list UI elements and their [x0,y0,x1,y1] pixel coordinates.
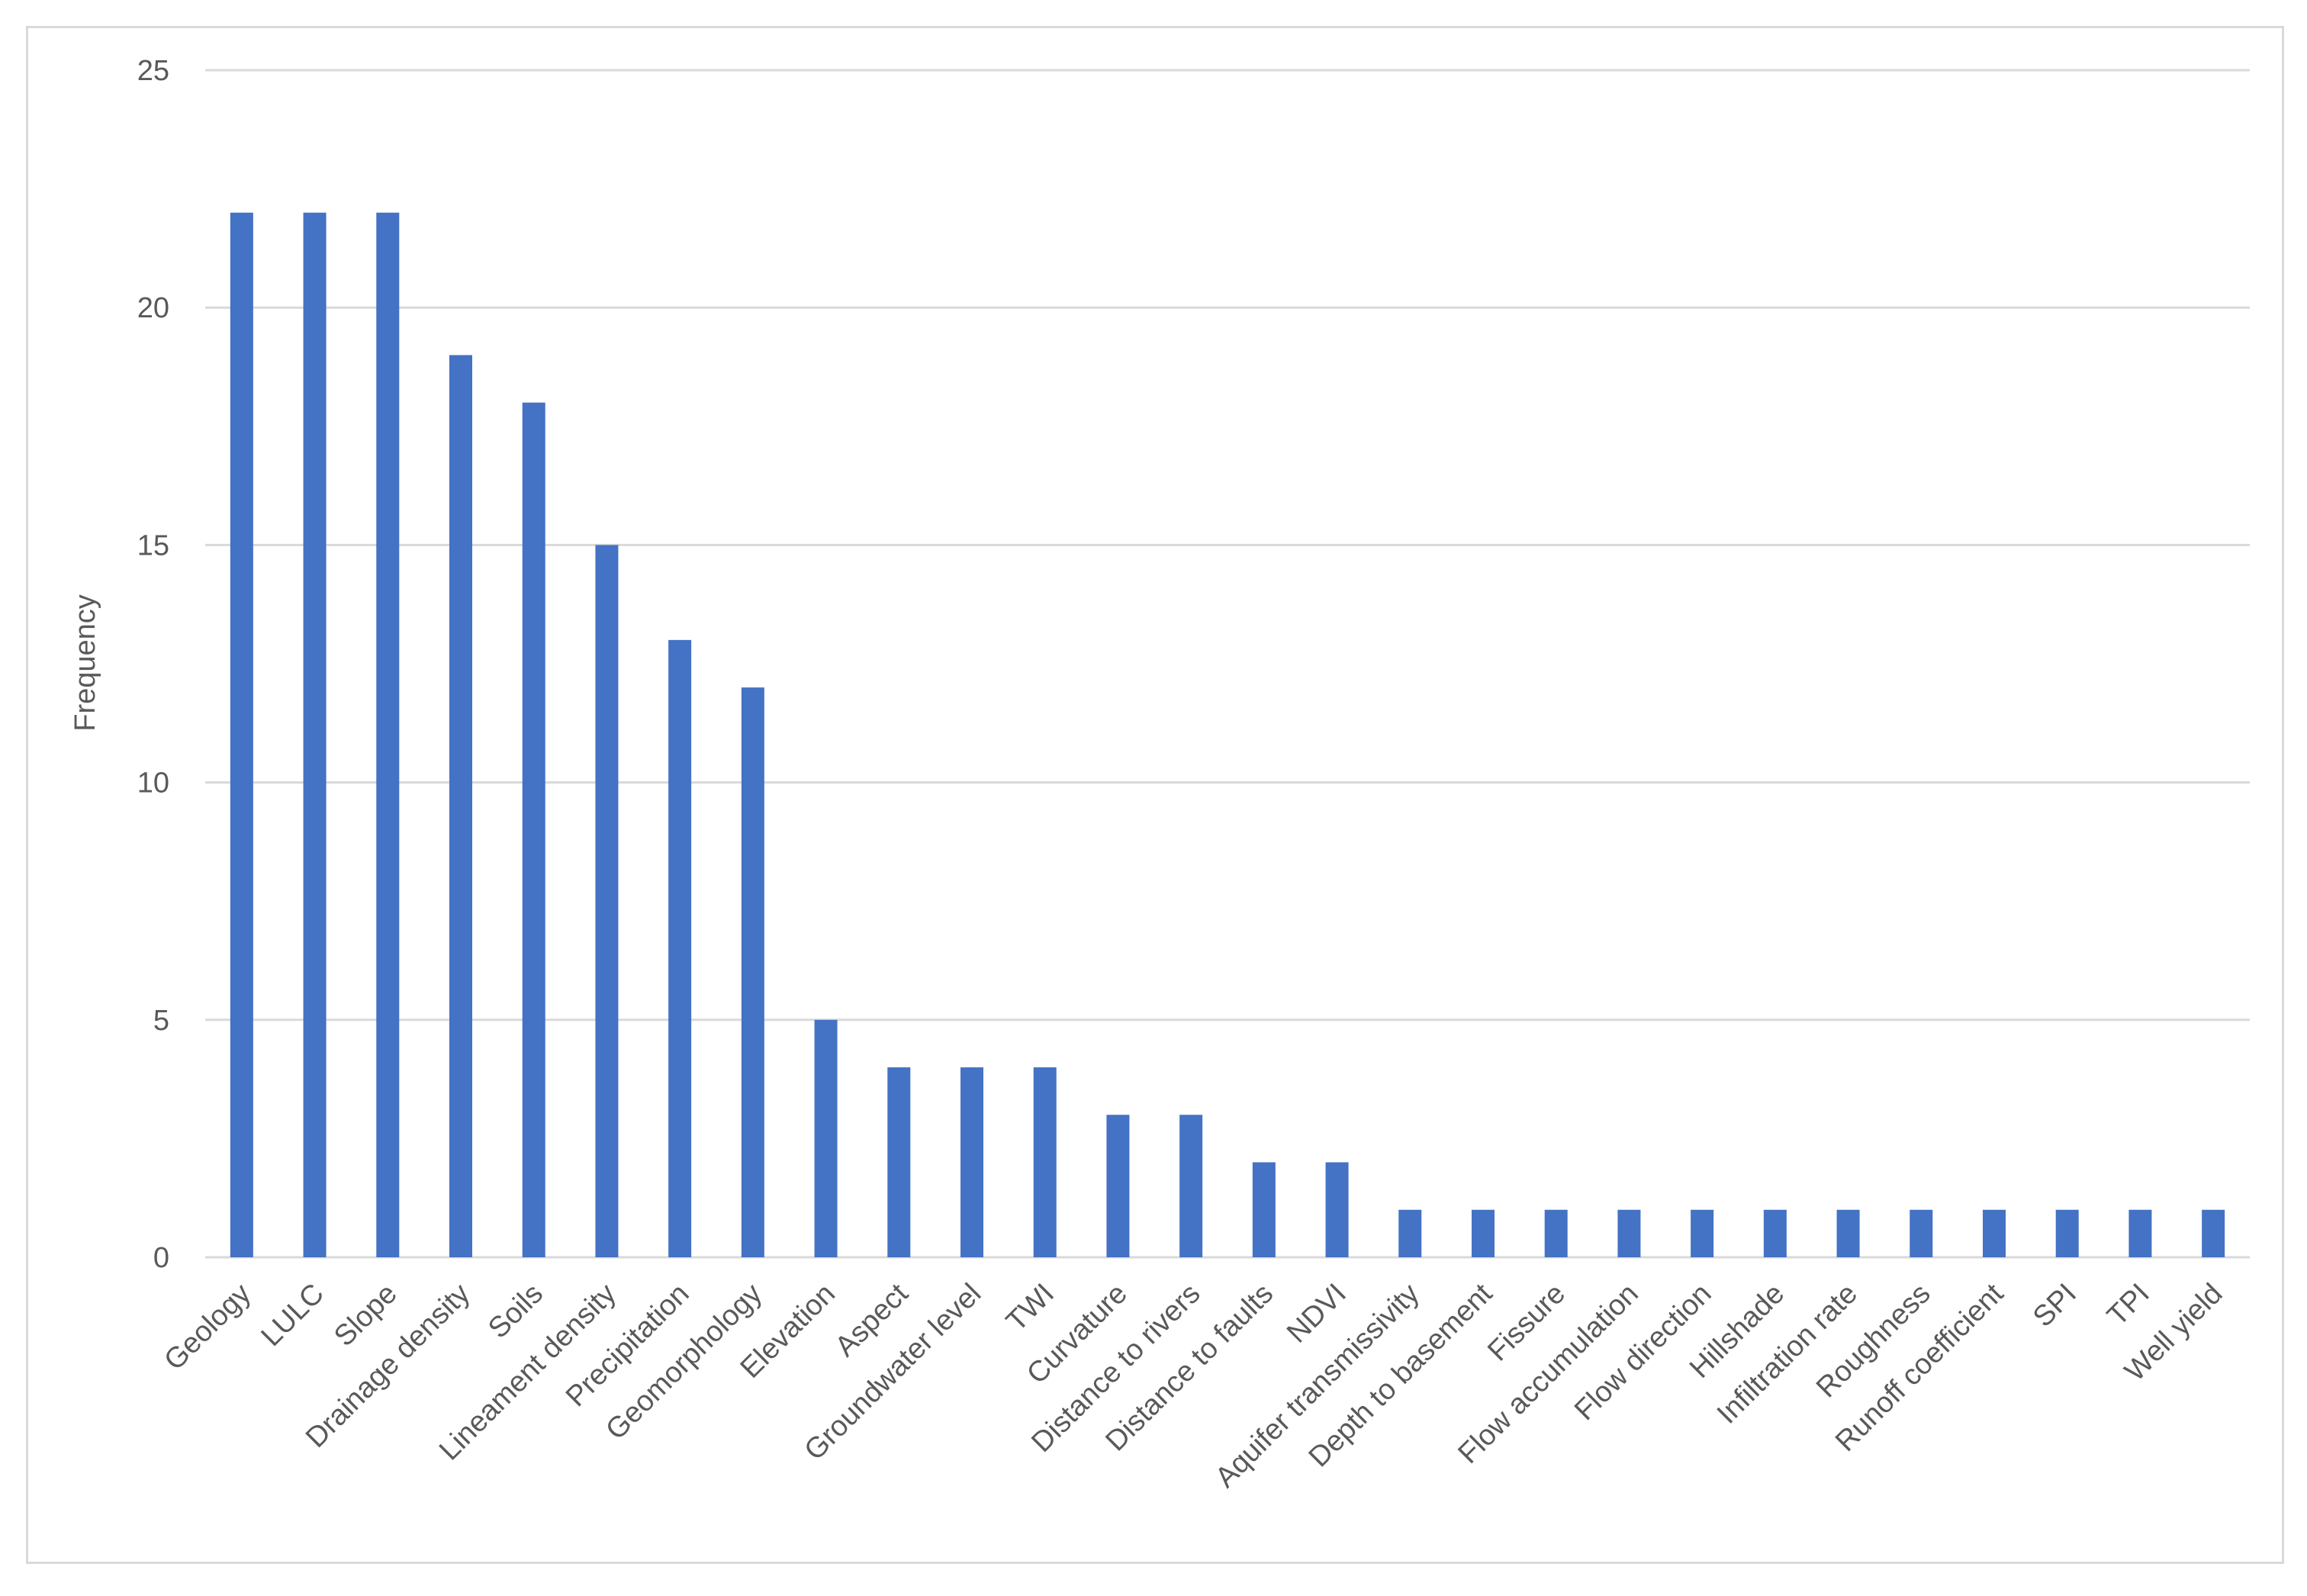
x-tick-label: SPI [2027,1278,2083,1334]
y-tick-label: 0 [153,1242,169,1274]
x-tick-label: TPI [2101,1278,2156,1333]
bar [2055,1209,2079,1257]
bar [1325,1162,1349,1257]
bar [522,402,545,1258]
bar [1983,1209,2006,1257]
y-tick-label: 25 [137,55,169,87]
bars [230,212,2225,1258]
y-axis-ticks: 0 5 10 15 20 25 [137,55,169,1274]
bar [595,545,619,1257]
bar [1544,1209,1568,1257]
x-tick-label: LULC [256,1278,330,1353]
bar [230,212,253,1258]
y-axis-label: Frequency [69,594,101,732]
bar [1033,1067,1057,1257]
bar [1836,1209,1860,1257]
bar [303,212,327,1258]
bar [376,212,400,1258]
y-tick-label: 5 [153,1005,169,1037]
bar [960,1067,983,1257]
y-tick-label: 10 [137,767,169,800]
bar [668,639,692,1257]
bar [814,1019,838,1257]
bar [741,687,764,1257]
x-tick-label: Soils [482,1278,549,1345]
bar [449,355,472,1258]
bar [1106,1115,1130,1257]
bar [1763,1209,1787,1257]
bar [887,1067,911,1257]
y-tick-label: 20 [137,292,169,324]
bar [1398,1209,1422,1257]
bar [2128,1209,2152,1257]
x-tick-label: TWI [1000,1278,1060,1338]
y-tick-label: 15 [137,529,169,561]
gridlines [205,69,2250,1259]
bar [1691,1209,1714,1257]
bar [1179,1115,1203,1257]
bar [2202,1209,2225,1257]
x-tick-label: Geology [158,1278,257,1377]
bar [1617,1209,1641,1257]
bar [1252,1162,1276,1257]
bar [1910,1209,1933,1257]
chart-frame: 0 5 10 15 20 25 Geology LULC Slope Drainage dens… [26,26,2284,1564]
bar [1472,1209,1495,1257]
